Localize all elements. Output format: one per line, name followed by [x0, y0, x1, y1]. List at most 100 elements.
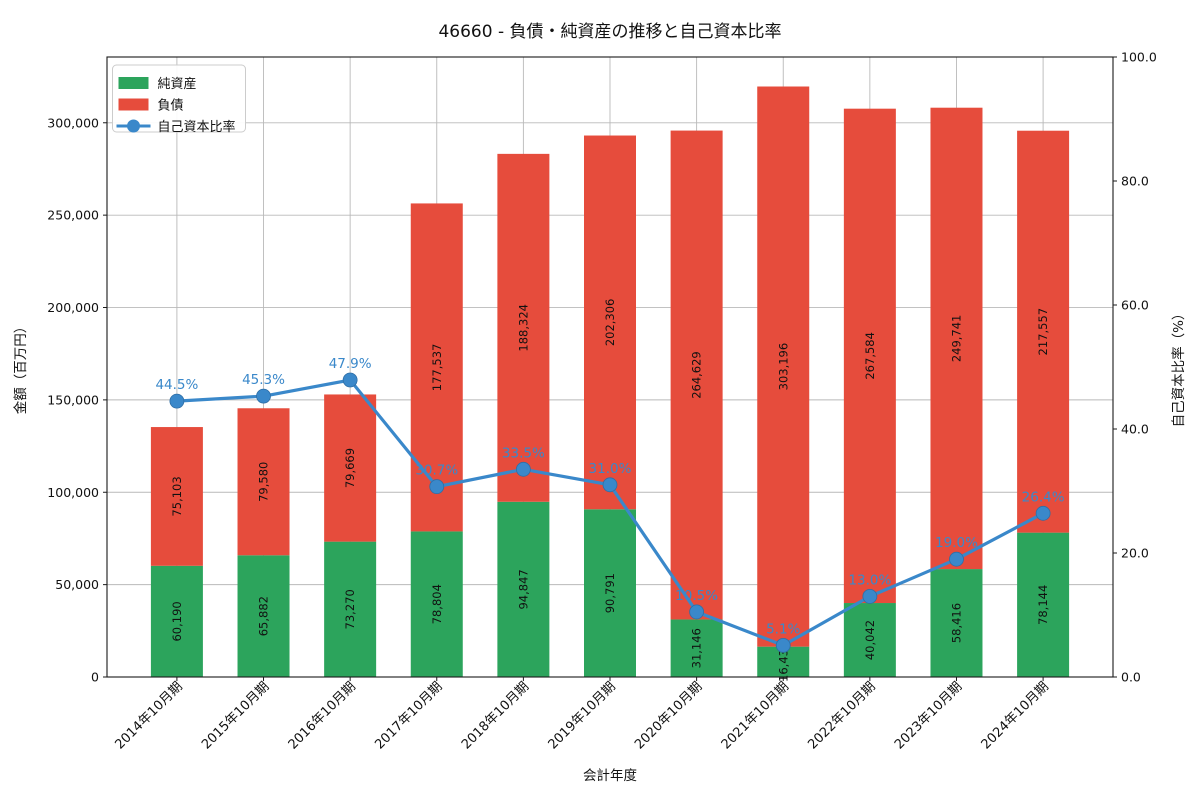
equity-ratio-label: 45.3% [242, 372, 285, 388]
x-tick-label: 2015年10月期 [199, 679, 272, 752]
legend-label-net-assets: 純資産 [158, 76, 197, 92]
equity-ratio-marker [689, 604, 705, 620]
equity-ratio-label: 5.1% [766, 621, 800, 637]
equity-ratio-marker [602, 477, 618, 493]
equity-ratio-label: 33.5% [502, 445, 545, 461]
bar-segment-liabilities [843, 108, 896, 604]
legend-swatch-net-assets [118, 77, 149, 89]
bar-segment-liabilities [1017, 130, 1070, 533]
y-tick-label-right: 20.0 [1121, 546, 1149, 561]
legend-label-equity-ratio: 自己資本比率 [158, 119, 236, 135]
bar-value-label-net-assets: 78,804 [430, 584, 444, 624]
bar-value-label-liabilities: 79,580 [257, 462, 271, 502]
bar-segment-liabilities [670, 130, 723, 620]
bar-value-label-liabilities: 79,669 [343, 448, 357, 488]
bar-value-label-liabilities: 202,306 [603, 299, 617, 347]
y-axis-title-left: 金額（百万円） [13, 320, 29, 415]
bar-segment-net-assets [670, 619, 723, 677]
bar-value-label-liabilities: 264,629 [690, 351, 704, 399]
y-tick-label-left: 300,000 [47, 115, 99, 130]
chart-title: 46660 - 負債・純資産の推移と自己資本比率 [438, 22, 782, 42]
equity-ratio-label: 26.4% [1022, 489, 1065, 505]
bar-segment-net-assets [584, 509, 636, 677]
bar-value-label-net-assets: 73,270 [343, 589, 357, 629]
bar-segment-net-assets [237, 555, 290, 677]
bar-segment-liabilities [150, 427, 203, 566]
bar-segment-net-assets [497, 501, 550, 677]
x-tick-label: 2023年10月期 [892, 679, 965, 752]
x-tick-label: 2016年10月期 [286, 679, 359, 752]
equity-ratio-label: 19.0% [935, 535, 978, 551]
equity-ratio-label: 47.9% [329, 356, 372, 372]
legend-marker-equity-ratio [127, 119, 140, 133]
x-tick-label: 2014年10月期 [112, 679, 185, 752]
equity-ratio-marker [256, 388, 271, 404]
y-tick-label-left: 200,000 [47, 300, 99, 315]
bar-segment-net-assets [930, 569, 983, 677]
equity-ratio-marker [429, 479, 445, 495]
bar-value-label-net-assets: 94,847 [516, 569, 530, 609]
bar-value-label-net-assets: 60,190 [170, 601, 184, 641]
bar-segment-liabilities [324, 394, 377, 542]
bar-segment-liabilities [930, 107, 983, 570]
y-tick-label-left: 150,000 [47, 392, 99, 407]
bar-value-label-liabilities: 75,103 [170, 476, 184, 516]
y-tick-label-right: 40.0 [1121, 422, 1149, 437]
bar-value-label-net-assets: 65,882 [257, 596, 271, 636]
x-tick-label: 2017年10月期 [372, 679, 445, 752]
bar-segment-liabilities [410, 203, 463, 532]
bar-value-label-net-assets: 90,791 [603, 573, 617, 613]
bar-value-label-liabilities: 249,741 [950, 315, 964, 363]
bar-segment-net-assets [410, 531, 463, 677]
equity-ratio-label: 44.5% [155, 377, 198, 393]
equity-ratio-label: 31.0% [589, 461, 632, 477]
equity-ratio-marker [949, 551, 964, 567]
x-tick-label: 2019年10月期 [546, 679, 619, 752]
bar-value-label-liabilities: 303,196 [776, 343, 790, 391]
y-tick-label-left: 50,000 [55, 577, 99, 592]
bar-segment-liabilities [497, 153, 550, 502]
equity-ratio-marker [775, 637, 791, 653]
bar-segment-net-assets [843, 603, 896, 677]
bar-value-label-net-assets: 31,146 [690, 628, 704, 668]
bar-value-label-net-assets: 40,042 [863, 620, 877, 660]
bar-segment-net-assets [1017, 532, 1070, 677]
equity-ratio-label: 30.7% [415, 463, 458, 479]
x-tick-label: 2020年10月期 [632, 679, 705, 752]
y-tick-label-right: 80.0 [1121, 174, 1149, 189]
bar-value-label-liabilities: 217,557 [1036, 308, 1050, 356]
y-tick-label-left: 250,000 [47, 208, 99, 223]
bar-segment-liabilities [757, 86, 810, 647]
bar-value-label-liabilities: 267,584 [863, 332, 877, 380]
bar-value-label-liabilities: 188,324 [516, 304, 530, 352]
x-axis-title: 会計年度 [583, 768, 637, 784]
bar-value-label-net-assets: 78,144 [1036, 585, 1050, 625]
equity-ratio-marker [515, 461, 531, 477]
bar-segment-net-assets [150, 565, 203, 677]
y-tick-label-right: 100.0 [1121, 50, 1157, 65]
equity-ratio-marker [342, 372, 358, 388]
legend-swatch-liabilities [118, 98, 149, 111]
legend-label-liabilities: 負債 [158, 99, 184, 114]
bar-segment-net-assets [324, 541, 377, 677]
bar-segment-liabilities [584, 135, 636, 510]
bar-value-label-net-assets: 58,416 [950, 603, 964, 643]
equity-ratio-marker [862, 589, 878, 604]
y-tick-label-left: 0 [91, 670, 99, 685]
equity-ratio-marker [1035, 505, 1051, 521]
x-tick-label: 2018年10月期 [459, 679, 532, 752]
equity-ratio-label: 10.5% [675, 588, 718, 604]
x-tick-label: 2022年10月期 [805, 679, 878, 752]
y-axis-title-right: 自己資本比率（%） [1170, 307, 1187, 428]
x-tick-label: 2021年10月期 [719, 679, 792, 752]
y-tick-label-left: 100,000 [47, 485, 99, 500]
bar-value-label-liabilities: 177,537 [430, 344, 444, 392]
y-tick-label-right: 0.0 [1121, 670, 1141, 685]
equity-ratio-label: 13.0% [848, 572, 891, 588]
equity-ratio-marker [169, 393, 185, 409]
x-tick-label: 2024年10月期 [979, 679, 1052, 752]
y-tick-label-right: 60.0 [1121, 298, 1149, 313]
bar-segment-liabilities [237, 408, 290, 556]
